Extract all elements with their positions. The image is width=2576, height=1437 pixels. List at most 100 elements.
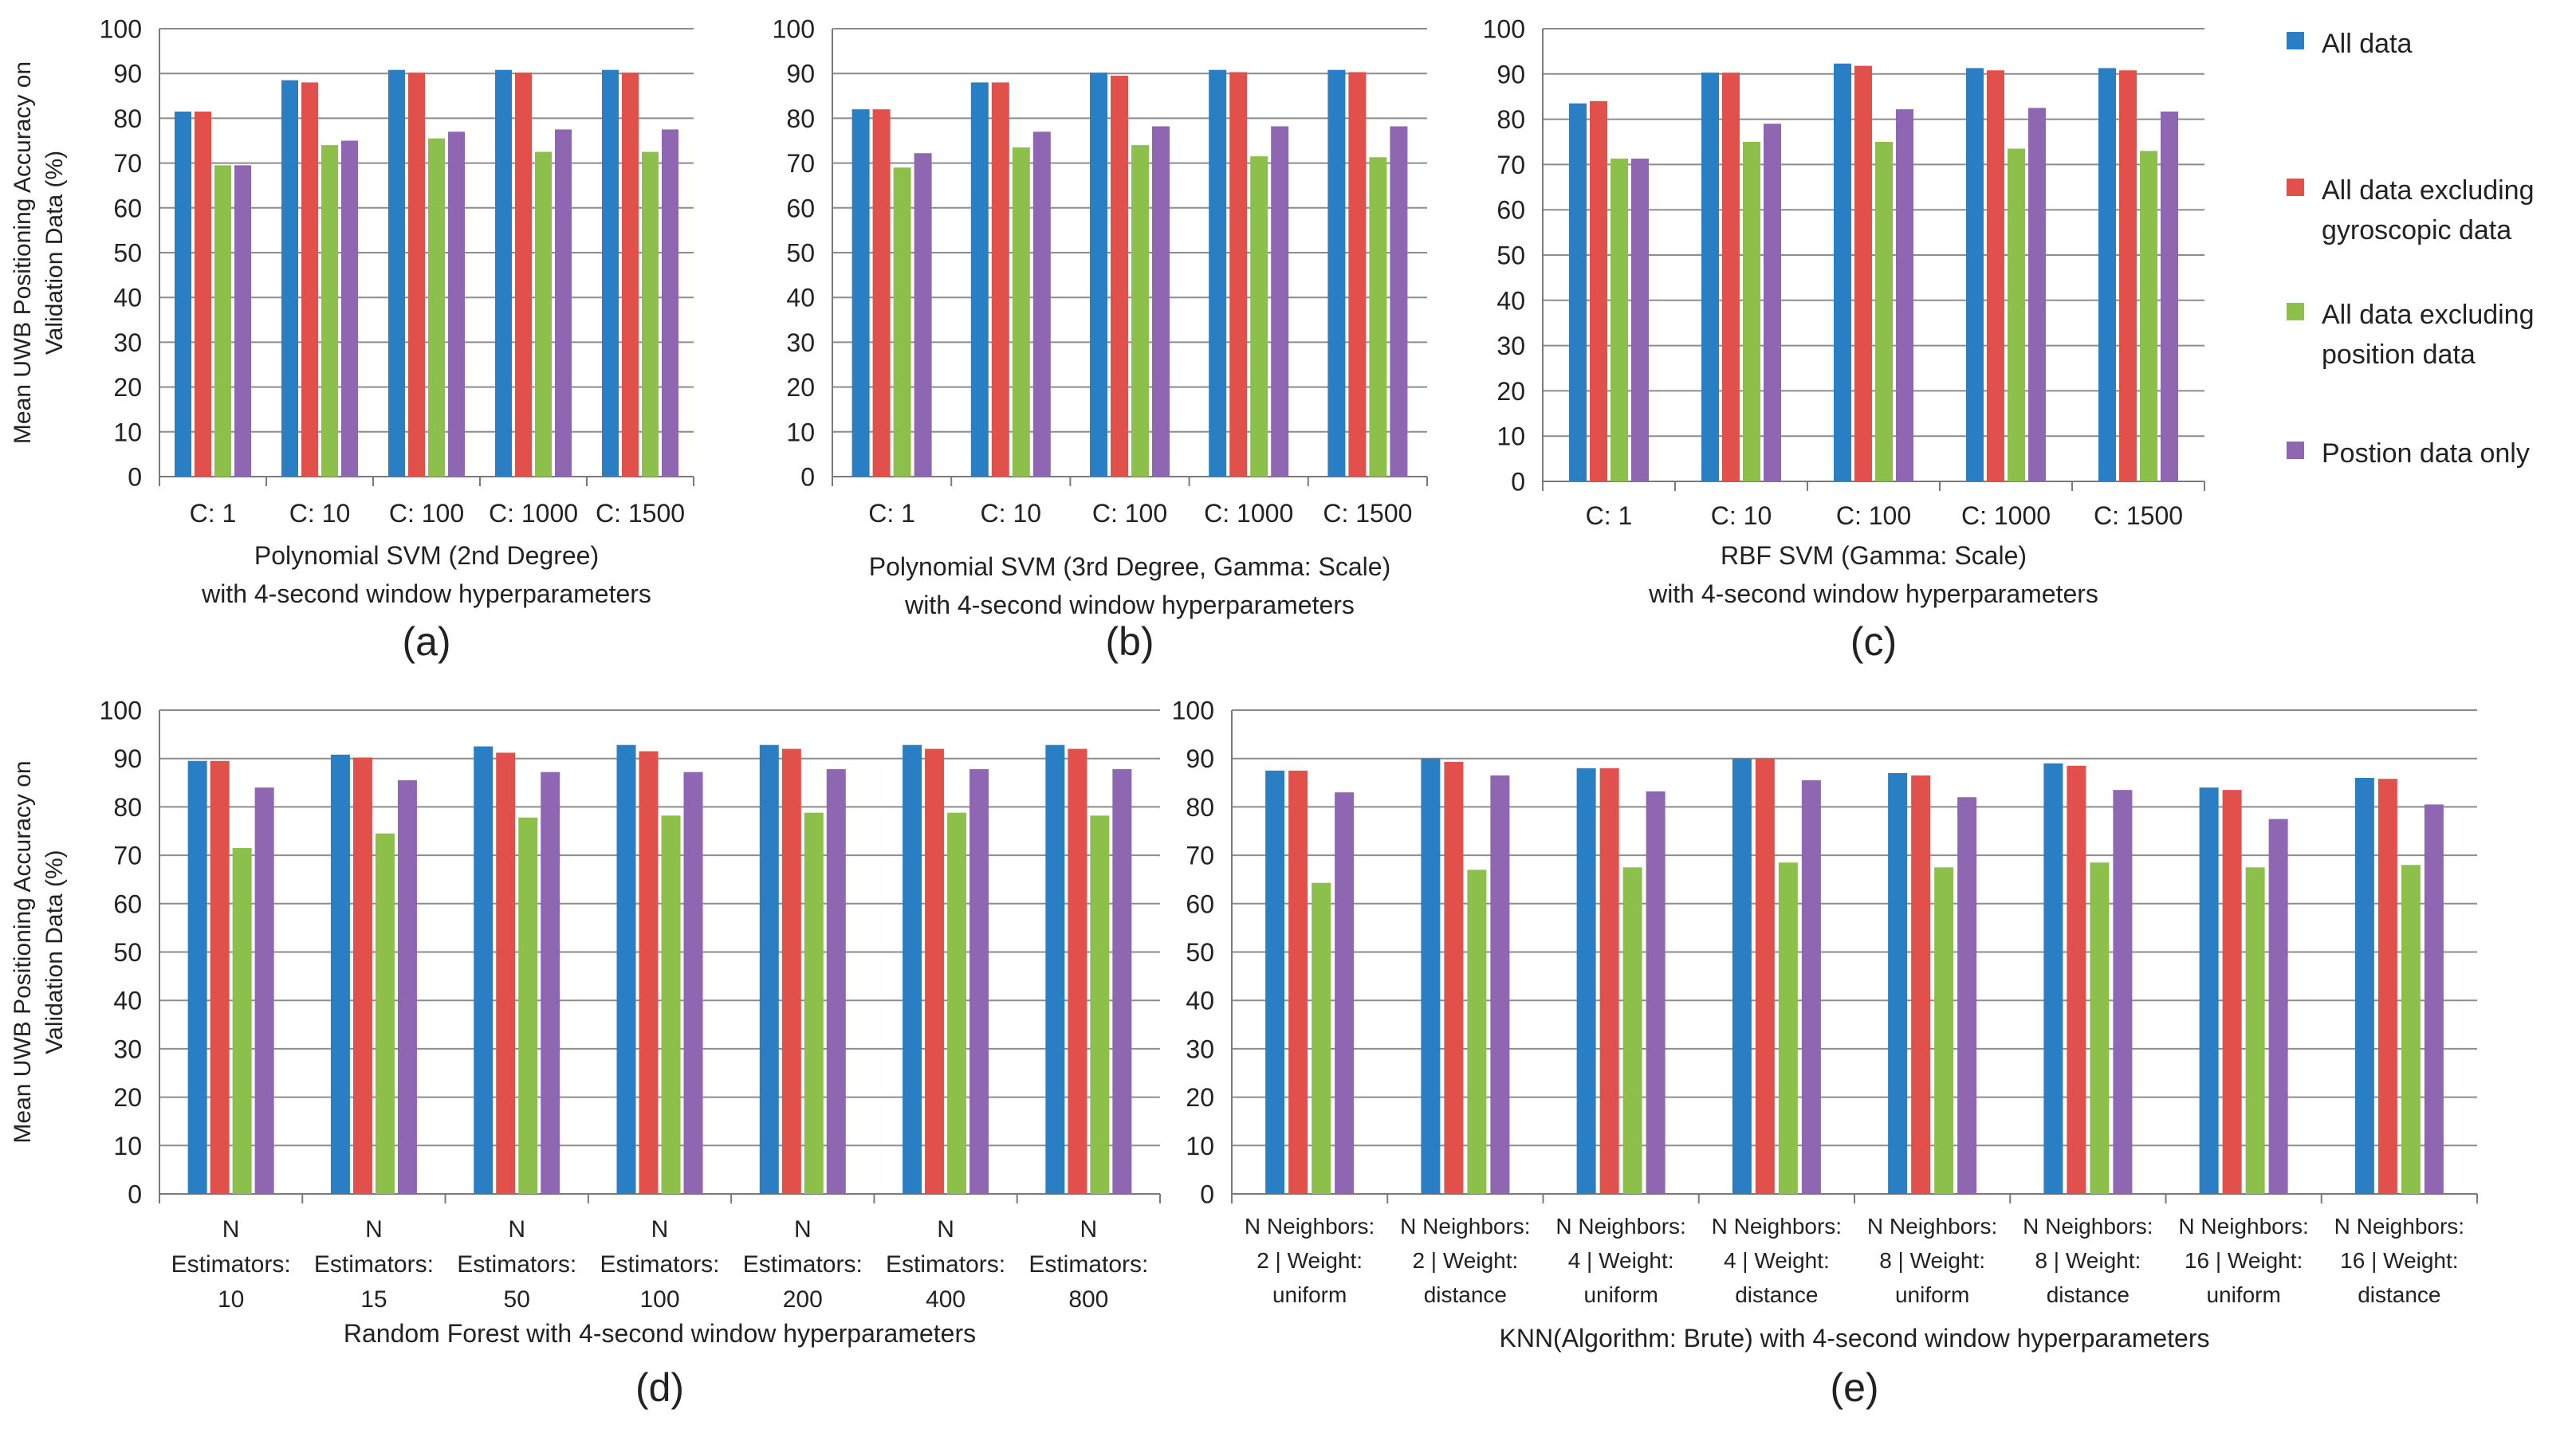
y-tick-label: 30	[786, 328, 815, 357]
bar-all-data-excluding-gyroscopic-data: All data excluding gyroscopic data — N N…	[2222, 790, 2242, 1194]
y-tick-label: 80	[113, 793, 142, 822]
bar-all-data-excluding-gyroscopic-data: All data excluding gyroscopic data — C: …	[872, 109, 891, 477]
y-tick-label: 10	[1496, 422, 1525, 451]
bar-postion-data-only: Postion data only — N Estimators: 100: 8…	[683, 772, 703, 1194]
bar-postion-data-only: Postion data only — N Estimators: 10: 84	[254, 787, 274, 1194]
y-tick-label: 50	[113, 938, 142, 967]
x-tick-label: 4 | Weight:	[1724, 1248, 1830, 1273]
bar-postion-data-only: Postion data only — C: 1000: 78.2	[1271, 126, 1289, 477]
legend-label-position-only: Postion data only	[2322, 438, 2530, 469]
chart-title: Polynomial SVM (2nd Degree)	[254, 541, 599, 570]
bar-all-data: All data — N Neighbors: 4 | Weight: unif…	[1576, 768, 1596, 1194]
bar-all-data: All data — N Neighbors: 8 | Weight: dist…	[2043, 763, 2063, 1194]
bar-all-data: All data — N Neighbors: 16 | Weight: dis…	[2354, 777, 2374, 1194]
y-tick-label: 100	[100, 15, 142, 44]
bar-all-data-excluding-gyroscopic-data: All data excluding gyroscopic data — N N…	[1288, 770, 1308, 1194]
y-tick-label: 80	[786, 104, 815, 133]
bar-all-data: All data — C: 1: 82	[851, 109, 870, 477]
y-tick-label: 0	[128, 463, 142, 492]
y-axis-label: Validation Data (%)	[41, 850, 68, 1054]
bar-postion-data-only: Postion data only — C: 100: 77	[448, 132, 465, 477]
y-tick-label: 70	[113, 842, 142, 870]
bar-all-data: All data — C: 100: 90.8	[388, 69, 405, 477]
y-tick-label: 90	[1186, 744, 1214, 773]
bar-postion-data-only: Postion data only — C: 1: 71.3	[1631, 159, 1649, 482]
bar-all-data-excluding-gyroscopic-data: All data excluding gyroscopic data — N N…	[2377, 779, 2397, 1194]
y-tick-label: 70	[113, 149, 142, 178]
bar-all-data: All data — N Neighbors: 4 | Weight: dist…	[1732, 758, 1752, 1194]
y-tick-label: 10	[1186, 1132, 1214, 1160]
bar-postion-data-only: Postion data only — N Neighbors: 2 | Wei…	[1490, 775, 1510, 1194]
y-tick-label: 0	[1200, 1180, 1214, 1209]
legend-swatch-excl-position	[2287, 303, 2304, 320]
y-tick-label: 70	[1496, 151, 1525, 179]
x-tick-label: Estimators:	[1028, 1251, 1148, 1278]
x-tick-label: N Neighbors:	[1712, 1214, 1842, 1239]
x-tick-label: N	[651, 1216, 669, 1243]
bar-all-data: All data — N Estimators: 10: 89.5	[187, 760, 207, 1194]
panel-letter: (a)	[402, 619, 450, 664]
x-tick-label: C: 100	[1092, 499, 1167, 528]
x-tick-label: Estimators:	[171, 1251, 291, 1278]
bar-all-data: All data — N Estimators: 50: 92.5	[474, 746, 494, 1194]
y-tick-label: 80	[1186, 793, 1214, 822]
y-tick-label: 10	[113, 418, 142, 446]
bar-all-data-excluding-position-data: All data excluding position data — C: 10…	[1131, 145, 1149, 477]
bar-postion-data-only: Postion data only — C: 100: 78.2	[1152, 126, 1170, 477]
y-tick-label: 30	[113, 328, 142, 357]
y-tick-label: 30	[1186, 1035, 1214, 1063]
y-tick-label: 90	[786, 60, 815, 88]
bar-all-data: All data — N Estimators: 200: 92.8	[759, 744, 779, 1194]
bar-postion-data-only: Postion data only — N Estimators: 15: 85…	[397, 780, 417, 1194]
bar-postion-data-only: Postion data only — C: 1: 72.2	[914, 153, 932, 477]
x-tick-label: uniform	[1583, 1282, 1658, 1307]
bar-all-data: All data — C: 10: 88	[970, 82, 989, 477]
bar-postion-data-only: Postion data only — C: 100: 82.2	[1896, 109, 1913, 481]
bar-all-data-excluding-gyroscopic-data: All data excluding gyroscopic data — C: …	[515, 73, 532, 477]
x-tick-label: 400	[926, 1286, 966, 1313]
bar-all-data-excluding-position-data: All data excluding position data — N Nei…	[1622, 867, 1642, 1194]
bar-postion-data-only: Postion data only — N Neighbors: 16 | We…	[2424, 804, 2444, 1194]
x-tick-label: Estimators:	[314, 1251, 434, 1278]
x-tick-label: N	[365, 1216, 383, 1243]
bar-all-data: All data — C: 100: 90.2	[1090, 73, 1107, 477]
x-tick-label: N Neighbors:	[1867, 1214, 1997, 1239]
x-tick-label: N	[794, 1216, 812, 1243]
chart-title: with 4-second window hyperparameters	[904, 591, 1355, 619]
bar-all-data: All data — N Estimators: 400: 92.8	[903, 744, 922, 1194]
bar-all-data-excluding-gyroscopic-data: All data excluding gyroscopic data — C: …	[1987, 70, 2004, 482]
bar-all-data: All data — C: 1: 83.5	[1569, 103, 1587, 481]
bar-all-data-excluding-position-data: All data excluding position data — C: 1:…	[214, 165, 231, 477]
x-tick-label: C: 1000	[489, 499, 578, 528]
bar-all-data-excluding-gyroscopic-data: All data excluding gyroscopic data — N N…	[2067, 765, 2086, 1194]
bar-all-data: All data — C: 1: 81.5	[175, 111, 191, 477]
x-tick-label: C: 10	[289, 499, 350, 528]
bar-all-data-excluding-position-data: All data excluding position data — C: 10…	[428, 138, 445, 477]
chart-title: RBF SVM (Gamma: Scale)	[1721, 541, 2027, 570]
x-tick-label: C: 1500	[1323, 499, 1412, 528]
bar-all-data-excluding-position-data: All data excluding position data — C: 15…	[642, 151, 659, 477]
panel-letter: (e)	[1830, 1365, 1878, 1410]
x-tick-label: C: 10	[1711, 501, 1772, 530]
x-tick-label: 15	[360, 1286, 387, 1313]
bar-all-data-excluding-position-data: All data excluding position data — N Est…	[804, 812, 824, 1194]
bar-all-data-excluding-position-data: All data excluding position data — C: 1:…	[1610, 159, 1628, 482]
y-tick-label: 50	[1186, 938, 1214, 967]
x-tick-label: 200	[783, 1286, 823, 1313]
bar-all-data-excluding-gyroscopic-data: All data excluding gyroscopic data — N N…	[1444, 761, 1464, 1194]
y-tick-label: 100	[100, 697, 142, 725]
y-tick-label: 80	[1496, 105, 1525, 134]
y-tick-label: 40	[1496, 286, 1525, 315]
bar-all-data-excluding-position-data: All data excluding position data — N Est…	[661, 815, 681, 1194]
bar-all-data: All data — N Estimators: 15: 90.8	[330, 754, 350, 1194]
y-tick-label: 90	[1496, 60, 1525, 88]
bar-all-data: All data — C: 10: 90.3	[1701, 73, 1719, 481]
legend-swatch-all-data	[2287, 32, 2304, 49]
y-axis-label: Validation Data (%)	[41, 151, 68, 355]
bar-all-data-excluding-gyroscopic-data: All data excluding gyroscopic data — N E…	[639, 751, 659, 1194]
bar-postion-data-only: Postion data only — N Neighbors: 2 | Wei…	[1335, 792, 1355, 1194]
bar-all-data-excluding-gyroscopic-data: All data excluding gyroscopic data — C: …	[622, 73, 639, 477]
bar-all-data-excluding-gyroscopic-data: All data excluding gyroscopic data — N N…	[1755, 758, 1775, 1194]
x-tick-label: Estimators:	[886, 1251, 1005, 1278]
